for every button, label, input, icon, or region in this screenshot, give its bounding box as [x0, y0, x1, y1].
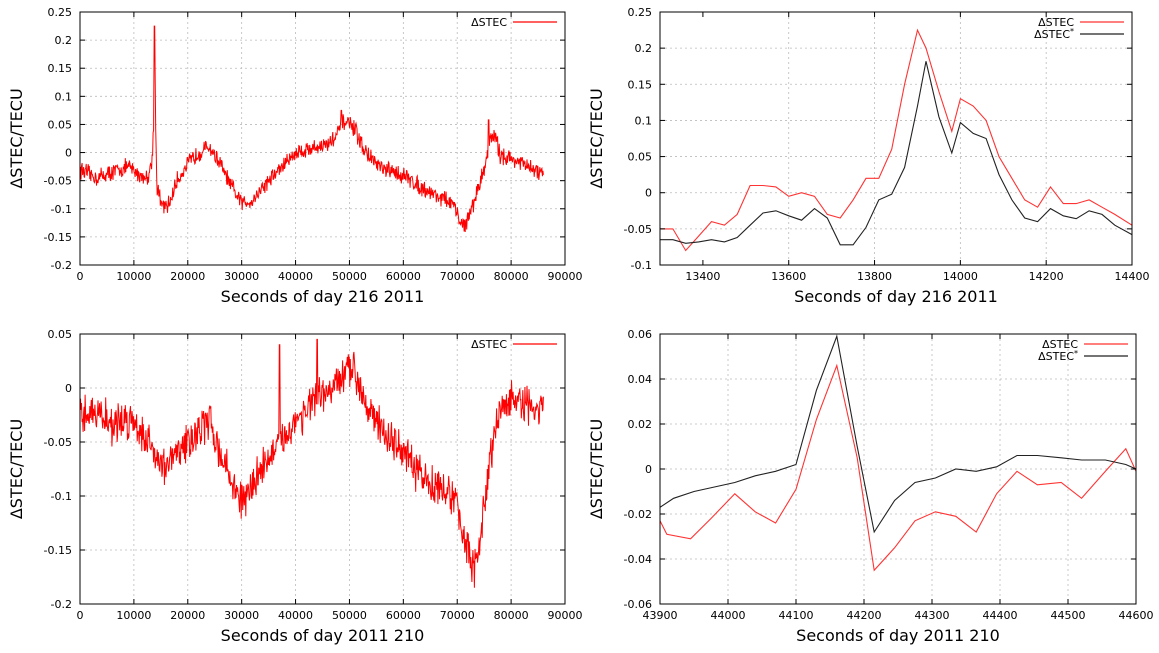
- y-tick-label: 0.02: [628, 418, 653, 431]
- x-tick-label: 70000: [440, 609, 475, 622]
- y-tick-label: 0.1: [55, 90, 73, 103]
- y-tick-label: 0: [645, 463, 652, 476]
- y-tick-label: 0.15: [48, 62, 73, 75]
- y-tick-label: -0.15: [44, 544, 72, 557]
- y-tick-label: 0.25: [48, 6, 73, 19]
- legend-label: ΔSTEC*: [1038, 349, 1078, 363]
- legend-label: ΔSTEC: [471, 338, 507, 351]
- series-line-1: [79, 25, 544, 233]
- x-tick-label: 14200: [1029, 270, 1064, 283]
- x-tick-label: 44000: [711, 609, 746, 622]
- x-axis-label: Seconds of day 216 2011: [794, 287, 998, 306]
- x-tick-label: 50000: [332, 270, 367, 283]
- chart-panel-2: 13400 13600 13800 14000 14200 14400 -0.1 -0.05 0…: [587, 6, 1150, 306]
- chart-panel-4: 43900 44000 44100 44200 44300 44400 44500 44600…: [587, 328, 1154, 645]
- y-tick-label: -0.1: [51, 203, 72, 216]
- series-line-1: [79, 338, 544, 588]
- x-tick-label: 70000: [440, 270, 475, 283]
- plot-frame: [79, 333, 566, 605]
- y-tick-label: 0: [65, 382, 72, 395]
- series-line-2: [660, 61, 1133, 246]
- x-tick-label: 10000: [116, 609, 151, 622]
- x-tick-label: 30000: [224, 270, 259, 283]
- x-tick-label: 60000: [386, 270, 421, 283]
- x-tick-label: 10000: [116, 270, 151, 283]
- legend-label: ΔSTEC: [1042, 338, 1078, 351]
- y-tick-label: 0.2: [55, 34, 73, 47]
- y-tick-label: -0.2: [51, 598, 72, 611]
- x-tick-label: 44200: [847, 609, 882, 622]
- plot-frame: [659, 11, 1133, 266]
- y-tick-label: 0.05: [48, 328, 73, 341]
- x-tick-label: 14400: [1115, 270, 1150, 283]
- x-tick-label: 90000: [548, 270, 583, 283]
- x-tick-label: 13400: [685, 270, 720, 283]
- y-axis-label: ΔSTEC/TECU: [587, 88, 606, 188]
- x-tick-label: 20000: [170, 270, 205, 283]
- y-tick-label: 0.1: [635, 114, 653, 127]
- x-tick-label: 90000: [548, 609, 583, 622]
- x-tick-label: 13800: [857, 270, 892, 283]
- y-tick-label: -0.04: [624, 553, 652, 566]
- y-tick-label: 0.2: [635, 42, 653, 55]
- x-tick-label: 0: [77, 270, 84, 283]
- y-tick-label: -0.15: [44, 231, 72, 244]
- y-tick-label: 0.04: [628, 373, 653, 386]
- x-tick-label: 40000: [278, 609, 313, 622]
- x-axis-label: Seconds of day 216 2011: [221, 287, 425, 306]
- x-tick-label: 44600: [1119, 609, 1154, 622]
- chart-panel-1: 0 10000 20000 30000 40000 50000 60000 70000 8000…: [7, 6, 583, 306]
- x-tick-label: 80000: [494, 270, 529, 283]
- x-axis-label: Seconds of day 2011 210: [221, 626, 425, 645]
- x-tick-label: 30000: [224, 609, 259, 622]
- y-tick-label: -0.1: [631, 259, 652, 272]
- y-axis-label: ΔSTEC/TECU: [587, 419, 606, 519]
- x-tick-label: 14000: [943, 270, 978, 283]
- y-tick-label: 0.05: [628, 151, 653, 164]
- series-line-1: [660, 28, 1133, 252]
- y-tick-label: -0.06: [624, 598, 652, 611]
- x-tick-label: 20000: [170, 609, 205, 622]
- y-tick-label: 0.06: [628, 328, 653, 341]
- chart-panel-3: 0 10000 20000 30000 40000 50000 60000 70000 8000…: [7, 328, 583, 645]
- x-tick-label: 50000: [332, 609, 367, 622]
- y-axis-label: ΔSTEC/TECU: [7, 88, 26, 188]
- y-tick-label: -0.05: [624, 223, 652, 236]
- x-tick-label: 0: [77, 609, 84, 622]
- legend-label: ΔSTEC: [471, 16, 507, 29]
- y-tick-label: -0.2: [51, 259, 72, 272]
- series-line-2: [659, 334, 1137, 534]
- y-tick-label: 0.25: [628, 6, 653, 19]
- y-tick-label: 0.05: [48, 118, 73, 131]
- legend-label: ΔSTEC: [1038, 16, 1074, 29]
- y-tick-label: 0.15: [628, 78, 653, 91]
- y-tick-label: -0.1: [51, 490, 72, 503]
- y-tick-label: 0: [65, 147, 72, 160]
- x-tick-label: 80000: [494, 609, 529, 622]
- x-tick-label: 44100: [779, 609, 814, 622]
- x-tick-label: 44400: [983, 609, 1018, 622]
- x-tick-label: 60000: [386, 609, 421, 622]
- x-axis-label: Seconds of day 2011 210: [796, 626, 1000, 645]
- series-line-1: [659, 363, 1137, 572]
- y-tick-label: 0: [645, 187, 652, 200]
- legend-label: ΔSTEC*: [1034, 27, 1074, 41]
- x-tick-label: 44500: [1051, 609, 1086, 622]
- y-tick-label: -0.05: [44, 175, 72, 188]
- x-tick-label: 40000: [278, 270, 313, 283]
- y-tick-label: -0.02: [624, 508, 652, 521]
- x-tick-label: 44300: [915, 609, 950, 622]
- y-axis-label: ΔSTEC/TECU: [7, 419, 26, 519]
- plot-frame: [79, 11, 566, 266]
- y-tick-label: -0.05: [44, 436, 72, 449]
- x-tick-label: 43900: [643, 609, 678, 622]
- x-tick-label: 13600: [771, 270, 806, 283]
